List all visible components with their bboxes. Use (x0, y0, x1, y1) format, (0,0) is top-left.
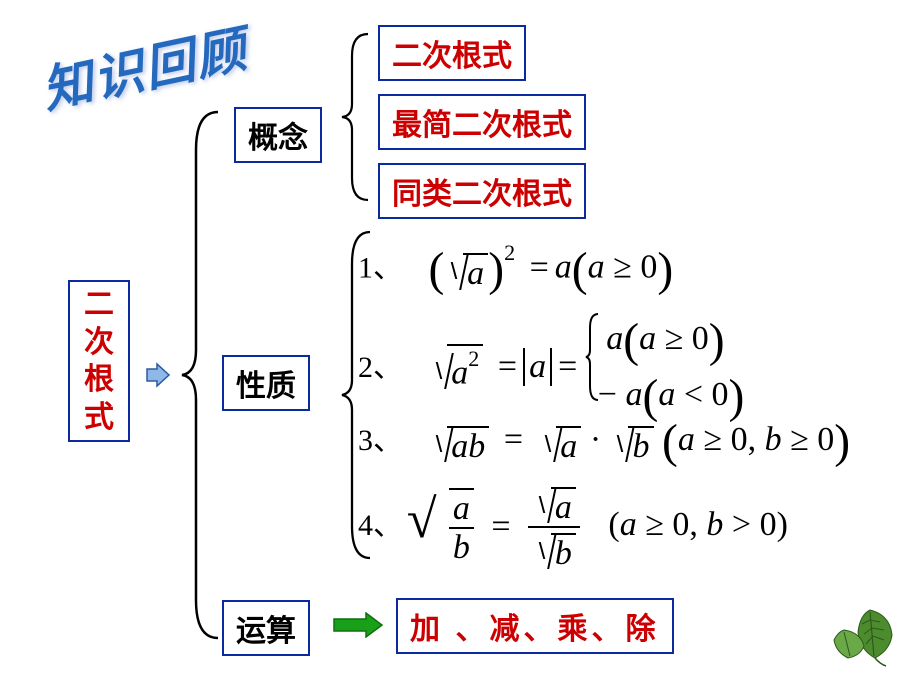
property-box: 性质 (222, 355, 310, 411)
property-2: 2、 a2 =a= a(a ≥ 0) − a(a < 0) (358, 312, 744, 426)
root-box: 二 次 根 式 (68, 280, 130, 442)
root-char4: 式 (84, 399, 114, 437)
arrow-icon (145, 362, 171, 388)
property-3: 3、 ab = a · b (a ≥ 0, b ≥ 0) (358, 415, 850, 469)
leaf-icon (820, 600, 900, 670)
root-char2: 次 (84, 324, 114, 362)
operation-result-box: 加 、减、乘、除 (396, 598, 674, 654)
operation-box: 运算 (222, 600, 310, 656)
brace-concept (338, 32, 372, 202)
concept-item-1: 二次根式 (378, 25, 526, 81)
page-title: 知识回顾 (35, 9, 253, 123)
root-char1: 二 (84, 286, 114, 324)
root-char3: 根 (84, 361, 114, 399)
property-1: 1、 (a)2 =a(a ≥ 0) (358, 240, 673, 297)
prop2-index: 2、 (358, 351, 403, 384)
big-arrow-icon (332, 612, 384, 638)
brace-main (178, 110, 224, 640)
concept-box: 概念 (234, 107, 322, 163)
concept-item-3: 同类二次根式 (378, 163, 586, 219)
property-4: 4、 √ a b = a b (a ≥ 0, b > 0) (358, 482, 788, 572)
prop1-index: 1、 (358, 252, 403, 285)
prop3-index: 3、 (358, 424, 403, 457)
concept-item-2: 最简二次根式 (378, 94, 586, 150)
prop4-index: 4、 (358, 509, 403, 542)
